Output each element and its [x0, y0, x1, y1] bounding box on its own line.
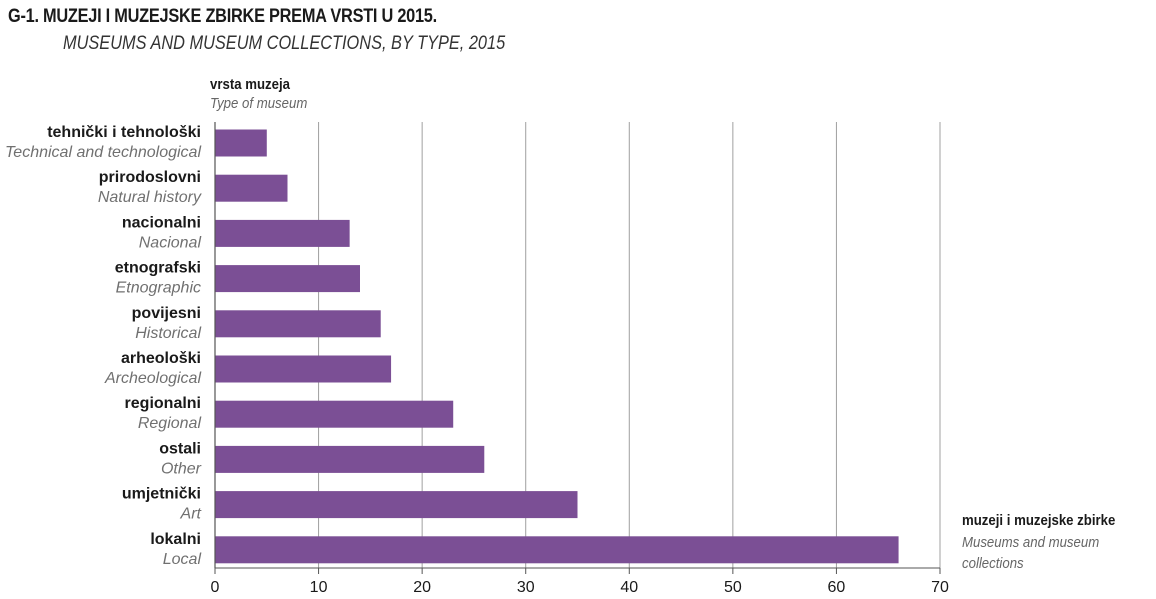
category-label-en: Regional [138, 415, 202, 432]
bar-1 [215, 174, 288, 202]
category-label: tehnički i tehnološki [47, 124, 201, 141]
bar-0 [215, 129, 267, 157]
category-label-en: Archeological [104, 370, 202, 387]
category-label-en: Etnographic [116, 280, 201, 297]
bar-8 [215, 491, 578, 519]
bar-6 [215, 400, 454, 428]
x-tick-label: 40 [620, 579, 638, 596]
category-label-en: Technical and technological [5, 144, 201, 161]
category-label: regionalni [125, 395, 201, 412]
x-tick-label: 30 [517, 579, 535, 596]
category-label: etnografski [115, 260, 201, 277]
category-label: arheološki [121, 350, 201, 367]
x-tick-label: 50 [724, 579, 742, 596]
y-axis-title: vrsta muzeja [210, 76, 290, 93]
category-label: lokalni [150, 531, 201, 548]
bar-2 [215, 219, 350, 247]
chart-title: G-1. MUZEJI I MUZEJSKE ZBIRKE PREMA VRST… [8, 6, 437, 27]
x-axis-title: muzeji i muzejske zbirke [962, 512, 1116, 529]
bar-5 [215, 355, 392, 383]
bar-4 [215, 310, 381, 338]
category-label-en: Natural history [98, 189, 202, 206]
category-label: povijesni [132, 305, 201, 322]
category-label-en: Other [161, 460, 202, 477]
category-label: umjetnički [122, 486, 201, 503]
category-label: ostali [159, 440, 201, 457]
category-label: nacionalni [122, 214, 201, 231]
x-tick-label: 10 [310, 579, 328, 596]
bar-3 [215, 265, 360, 293]
x-tick-label: 0 [211, 579, 220, 596]
x-tick-label: 20 [413, 579, 431, 596]
category-label-en: Art [180, 506, 202, 523]
bar-9 [215, 536, 899, 564]
category-label-en: Historical [135, 325, 201, 342]
x-tick-label: 60 [828, 579, 846, 596]
x-axis-title-en: Museums and museum collections [962, 534, 1100, 572]
category-label-en: Local [163, 551, 202, 568]
chart-subtitle: MUSEUMS AND MUSEUM COLLECTIONS, BY TYPE,… [63, 33, 506, 54]
y-axis-title-en: Type of museum [210, 95, 308, 112]
category-label-en: Nacional [139, 234, 202, 251]
bar-7 [215, 445, 485, 473]
x-tick-label: 70 [931, 579, 949, 596]
category-label: prirodoslovni [99, 169, 201, 186]
